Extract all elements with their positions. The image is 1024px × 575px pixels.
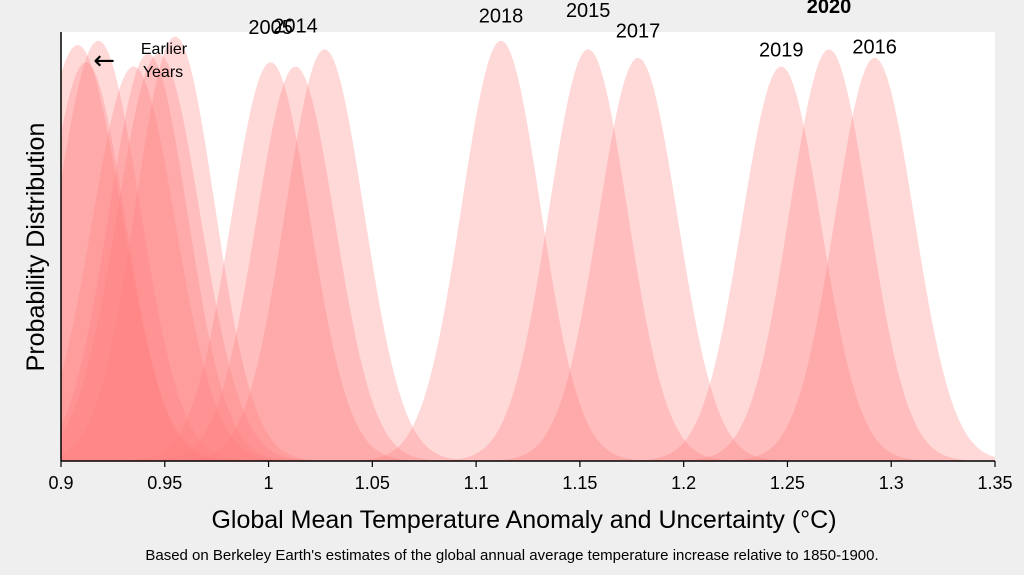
plot-area <box>61 32 995 461</box>
x-tick-label: 1.25 <box>770 473 805 493</box>
curve-2014 <box>61 66 995 462</box>
left-arrow-icon: ← <box>93 46 115 76</box>
earlier-years-annotation: ← Earlier Years <box>93 41 188 81</box>
x-tick-label: 1.3 <box>879 473 904 493</box>
curve-label-2015: 2015 <box>566 0 611 22</box>
curve-label-2014: 2014 <box>273 15 318 37</box>
x-tick-label: 1.15 <box>562 473 597 493</box>
curve-label-2017: 2017 <box>616 21 661 43</box>
curve-2005 <box>61 62 995 462</box>
y-axis-label: Probability Distribution <box>22 123 50 372</box>
curve-earlier-5 <box>61 53 995 461</box>
curve-label-2018: 2018 <box>479 6 524 28</box>
curve-earlier-1 <box>61 45 995 461</box>
curve-2019 <box>61 66 995 462</box>
curve-label-2020: 2020 <box>807 0 852 18</box>
x-ticks: 0.9 0.95 1 1.05 1.1 1.15 1.2 1.25 1.3 1.35 <box>48 461 1013 493</box>
curve-earlier-6 <box>61 53 995 462</box>
curve-earlier-7 <box>61 36 995 461</box>
x-tick-label: 1.2 <box>671 473 696 493</box>
curve-label-2005: 2005 <box>248 17 293 39</box>
curve-label-2010: 2010 <box>302 0 347 4</box>
curve-2020 <box>61 49 995 462</box>
x-tick-label: 1.05 <box>355 473 390 493</box>
curve-2010 <box>61 49 995 462</box>
footer-caption: Based on Berkeley Earth's estimates of t… <box>145 547 879 564</box>
x-tick-label: 1.35 <box>977 473 1012 493</box>
x-tick-label: 1 <box>264 473 274 493</box>
x-tick-label: 0.9 <box>48 473 73 493</box>
curve-2015 <box>61 49 995 461</box>
years-label: Years <box>143 64 183 81</box>
x-axis-label: Global Mean Temperature Anomaly and Unce… <box>211 506 836 534</box>
curve-label-2019: 2019 <box>759 39 804 61</box>
earlier-label: Earlier <box>141 41 188 58</box>
curve-2016 <box>61 58 995 461</box>
curve-2018 <box>61 41 995 461</box>
distribution-curves <box>61 36 995 462</box>
x-tick-label: 1.1 <box>464 473 489 493</box>
curve-earlier-3 <box>61 62 995 461</box>
curve-earlier-4 <box>61 66 995 461</box>
axes <box>60 32 995 462</box>
curve-earlier-2 <box>61 40 995 461</box>
curve-label-2016: 2016 <box>852 37 897 59</box>
x-tick-label: 0.95 <box>147 473 182 493</box>
